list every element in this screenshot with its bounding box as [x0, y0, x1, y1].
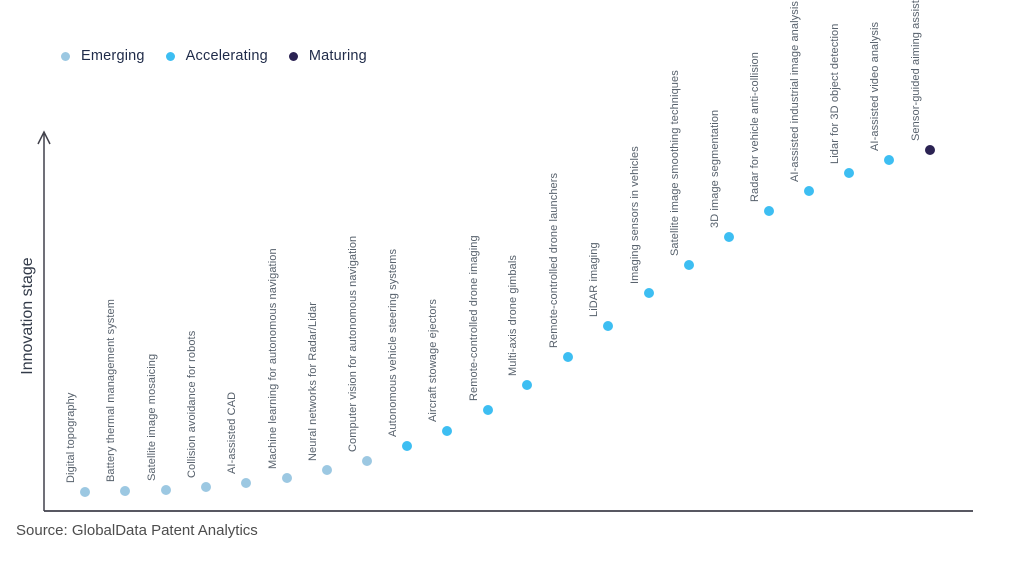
data-point — [201, 482, 211, 492]
data-point-label: AI-assisted CAD — [226, 391, 238, 474]
data-point-label: AI-assisted video analysis — [869, 21, 881, 151]
data-point — [724, 232, 734, 242]
data-point-label: Computer vision for autonomous navigatio… — [347, 235, 359, 452]
data-point — [483, 405, 493, 415]
data-point-label: Imaging sensors in vehicles — [629, 146, 641, 284]
legend-item-accelerating: Accelerating — [165, 48, 268, 64]
data-point-label: Digital topography — [65, 392, 77, 483]
data-point-label: Sensor-guided aiming assists — [910, 0, 922, 141]
emerging-dot-icon — [61, 51, 70, 61]
data-point-label: Collision avoidance for robots — [186, 330, 198, 478]
legend-item-emerging: Emerging — [61, 48, 145, 64]
data-point — [241, 478, 251, 488]
data-point — [684, 260, 694, 270]
data-point — [402, 441, 412, 451]
data-point — [282, 473, 292, 483]
data-point-label: 3D image segmentation — [709, 109, 721, 228]
data-point-label: Remote-controlled drone launchers — [548, 172, 560, 348]
data-point-label: Battery thermal management system — [105, 298, 117, 482]
legend-item-maturing: Maturing — [288, 48, 367, 64]
legend-label-emerging: Emerging — [81, 48, 145, 64]
data-point — [644, 288, 654, 298]
data-point — [884, 155, 894, 165]
data-point — [80, 487, 90, 497]
data-point — [322, 465, 332, 475]
data-point — [804, 186, 814, 196]
data-point-label: Satellite image smoothing techniques — [669, 70, 681, 256]
data-point-label: AI-assisted industrial image analysis — [789, 1, 801, 182]
data-point — [362, 456, 372, 466]
data-point-label: Lidar for 3D object detection — [829, 23, 841, 164]
data-point-label: Multi-axis drone gimbals — [507, 255, 519, 376]
legend-label-maturing: Maturing — [308, 48, 367, 64]
data-point-label: Neural networks for Radar/Lidar — [307, 301, 319, 461]
maturing-dot-icon — [288, 51, 298, 61]
data-point — [161, 485, 171, 495]
data-point-label: Autonomous vehicle steering systems — [387, 248, 399, 437]
data-point — [844, 168, 854, 178]
data-point — [522, 380, 532, 390]
data-point-label: LiDAR imaging — [588, 242, 600, 317]
data-point — [442, 426, 452, 436]
legend-label-accelerating: Accelerating — [185, 48, 268, 64]
data-point — [120, 486, 130, 496]
data-point — [925, 145, 935, 155]
data-point-label: Aircraft stowage ejectors — [427, 299, 439, 422]
source-note: Source: GlobalData Patent Analytics — [16, 522, 258, 539]
y-axis-title: Innovation stage — [19, 257, 36, 375]
data-point — [603, 321, 613, 331]
data-point — [563, 352, 573, 362]
y-axis-arrow-icon — [37, 130, 51, 145]
data-point-label: Satellite image mosaicing — [146, 353, 158, 481]
data-point-label: Remote-controlled drone imaging — [468, 235, 480, 401]
data-point-label: Radar for vehicle anti-collision — [749, 52, 761, 202]
chart-legend: Emerging Accelerating Maturing — [61, 48, 388, 64]
data-point-label: Machine learning for autonomous navigati… — [267, 248, 279, 469]
data-point — [764, 206, 774, 216]
accelerating-dot-icon — [165, 51, 175, 61]
